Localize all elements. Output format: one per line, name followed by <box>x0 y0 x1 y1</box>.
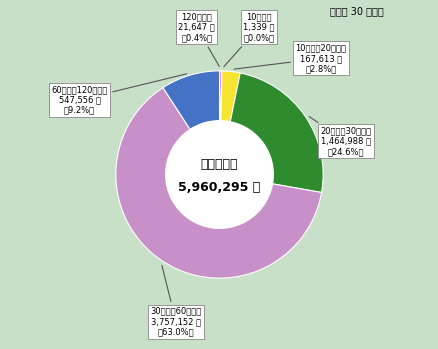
Text: （平成 30 年中）: （平成 30 年中） <box>329 7 382 17</box>
Text: 5,960,295 人: 5,960,295 人 <box>178 181 260 194</box>
Text: 120分以上
21,647 人
（0.4%）: 120分以上 21,647 人 （0.4%） <box>178 13 219 66</box>
Wedge shape <box>230 73 322 193</box>
Text: 20分以上30分未満
1,464,988 人
（24.6%）: 20分以上30分未満 1,464,988 人 （24.6%） <box>308 117 371 156</box>
Text: 30分以上60分未満
3,757,152 人
（63.0%）: 30分以上60分未満 3,757,152 人 （63.0%） <box>150 265 201 336</box>
Wedge shape <box>220 71 240 122</box>
Wedge shape <box>219 71 221 121</box>
Text: 60分以上120分未満
547,556 人
（9.2%）: 60分以上120分未満 547,556 人 （9.2%） <box>51 74 186 115</box>
Wedge shape <box>116 88 321 278</box>
Text: 10分未満
1,339 人
（0.0%）: 10分未満 1,339 人 （0.0%） <box>223 13 274 67</box>
Wedge shape <box>162 71 219 129</box>
Circle shape <box>165 121 273 228</box>
Text: 10分以上20分未満
167,613 人
（2.8%）: 10分以上20分未満 167,613 人 （2.8%） <box>233 44 346 73</box>
Text: 全搬送人員: 全搬送人員 <box>200 158 238 171</box>
Wedge shape <box>220 71 222 121</box>
